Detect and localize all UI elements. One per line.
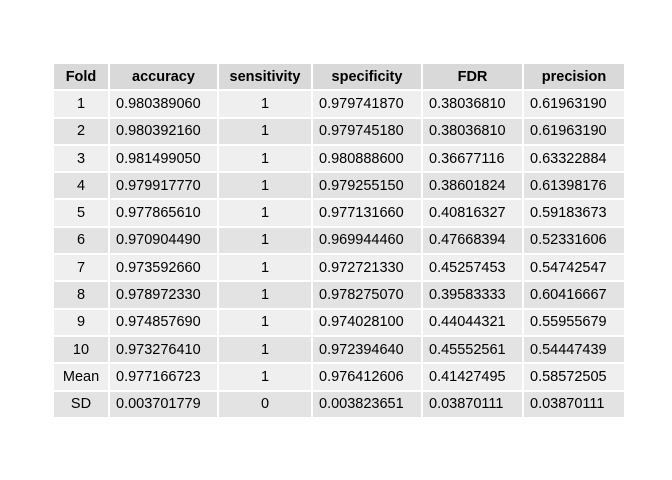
cell-specificity: 0.969944460 bbox=[313, 227, 421, 254]
cell-sensitivity: 1 bbox=[219, 282, 311, 308]
cell-precision: 0.61963190 bbox=[524, 118, 624, 144]
table-row: 4 0.979917770 1 0.979255150 0.38601824 0.6139… bbox=[54, 173, 624, 199]
cell-specificity: 0.977131660 bbox=[313, 200, 421, 226]
cell-accuracy: 0.978972330 bbox=[110, 282, 217, 308]
cell-specificity: 0.979255150 bbox=[313, 173, 421, 199]
cell-sensitivity: 1 bbox=[219, 91, 311, 117]
cell-fold: 2 bbox=[54, 118, 108, 144]
cell-specificity: 0.976412606 bbox=[313, 364, 421, 390]
cell-precision: 0.52331606 bbox=[524, 227, 624, 254]
header-row: Fold accuracy sensitivity specificity FDR pre… bbox=[54, 64, 624, 90]
cell-accuracy: 0.973276410 bbox=[110, 336, 217, 363]
cell-precision: 0.54742547 bbox=[524, 255, 624, 281]
column-header-specificity: specificity bbox=[313, 64, 421, 90]
cell-specificity: 0.979741870 bbox=[313, 91, 421, 117]
cell-precision: 0.54447439 bbox=[524, 336, 624, 363]
cell-fdr: 0.36677116 bbox=[423, 145, 522, 172]
column-header-fdr: FDR bbox=[423, 64, 522, 90]
cell-accuracy: 0.974857690 bbox=[110, 309, 217, 335]
cell-fold: SD bbox=[54, 391, 108, 417]
table-row: 9 0.974857690 1 0.974028100 0.44044321 0.5595… bbox=[54, 309, 624, 335]
cell-fdr: 0.47668394 bbox=[423, 227, 522, 254]
cell-fdr: 0.03870111 bbox=[423, 391, 522, 417]
cell-sensitivity: 1 bbox=[219, 118, 311, 144]
cell-accuracy: 0.980392160 bbox=[110, 118, 217, 144]
cell-fold: 6 bbox=[54, 227, 108, 254]
cell-fold: 3 bbox=[54, 145, 108, 172]
table-row: SD 0.003701779 0 0.003823651 0.03870111 0.038… bbox=[54, 391, 624, 417]
cell-accuracy: 0.970904490 bbox=[110, 227, 217, 254]
cell-precision: 0.60416667 bbox=[524, 282, 624, 308]
cell-precision: 0.03870111 bbox=[524, 391, 624, 417]
cell-sensitivity: 1 bbox=[219, 255, 311, 281]
cell-sensitivity: 1 bbox=[219, 173, 311, 199]
cell-fold: 5 bbox=[54, 200, 108, 226]
cell-fold: 9 bbox=[54, 309, 108, 335]
table-row: 10 0.973276410 1 0.972394640 0.45552561 0.544… bbox=[54, 336, 624, 363]
cell-sensitivity: 0 bbox=[219, 391, 311, 417]
cell-fdr: 0.44044321 bbox=[423, 309, 522, 335]
cell-specificity: 0.974028100 bbox=[313, 309, 421, 335]
cell-specificity: 0.003823651 bbox=[313, 391, 421, 417]
table-row: 6 0.970904490 1 0.969944460 0.47668394 0.5233… bbox=[54, 227, 624, 254]
cell-sensitivity: 1 bbox=[219, 200, 311, 226]
table-row: 8 0.978972330 1 0.978275070 0.39583333 0.6041… bbox=[54, 282, 624, 308]
cell-fdr: 0.41427495 bbox=[423, 364, 522, 390]
table-row: 1 0.980389060 1 0.979741870 0.38036810 0.6196… bbox=[54, 91, 624, 117]
cell-precision: 0.58572505 bbox=[524, 364, 624, 390]
cell-precision: 0.55955679 bbox=[524, 309, 624, 335]
cell-fdr: 0.38036810 bbox=[423, 118, 522, 144]
table-row: 3 0.981499050 1 0.980888600 0.36677116 0.6332… bbox=[54, 145, 624, 172]
cell-sensitivity: 1 bbox=[219, 309, 311, 335]
cell-precision: 0.61963190 bbox=[524, 91, 624, 117]
cell-fold: 1 bbox=[54, 91, 108, 117]
cell-accuracy: 0.003701779 bbox=[110, 391, 217, 417]
cell-fdr: 0.38036810 bbox=[423, 91, 522, 117]
table-row: Mean 0.977166723 1 0.976412606 0.41427495 0.5… bbox=[54, 364, 624, 390]
cell-fdr: 0.45257453 bbox=[423, 255, 522, 281]
cell-accuracy: 0.981499050 bbox=[110, 145, 217, 172]
table-body: 1 0.980389060 1 0.979741870 0.38036810 0.6196… bbox=[54, 91, 624, 417]
column-header-fold: Fold bbox=[54, 64, 108, 90]
cell-sensitivity: 1 bbox=[219, 364, 311, 390]
cell-sensitivity: 1 bbox=[219, 336, 311, 363]
cell-specificity: 0.972394640 bbox=[313, 336, 421, 363]
cell-precision: 0.59183673 bbox=[524, 200, 624, 226]
table-row: 5 0.977865610 1 0.977131660 0.40816327 0.5918… bbox=[54, 200, 624, 226]
cell-fdr: 0.39583333 bbox=[423, 282, 522, 308]
cell-specificity: 0.978275070 bbox=[313, 282, 421, 308]
cell-accuracy: 0.973592660 bbox=[110, 255, 217, 281]
cell-fdr: 0.45552561 bbox=[423, 336, 522, 363]
column-header-sensitivity: sensitivity bbox=[219, 64, 311, 90]
table-row: 7 0.973592660 1 0.972721330 0.45257453 0.5474… bbox=[54, 255, 624, 281]
cell-fold: 10 bbox=[54, 336, 108, 363]
column-header-precision: precision bbox=[524, 64, 624, 90]
cell-fold: 4 bbox=[54, 173, 108, 199]
cell-fdr: 0.38601824 bbox=[423, 173, 522, 199]
cell-fold: 7 bbox=[54, 255, 108, 281]
cell-accuracy: 0.977166723 bbox=[110, 364, 217, 390]
cell-accuracy: 0.977865610 bbox=[110, 200, 217, 226]
cell-sensitivity: 1 bbox=[219, 227, 311, 254]
cell-specificity: 0.979745180 bbox=[313, 118, 421, 144]
results-table: Fold accuracy sensitivity specificity FDR pre… bbox=[52, 62, 626, 419]
cell-sensitivity: 1 bbox=[219, 145, 311, 172]
column-header-accuracy: accuracy bbox=[110, 64, 217, 90]
cell-precision: 0.61398176 bbox=[524, 173, 624, 199]
cell-specificity: 0.980888600 bbox=[313, 145, 421, 172]
cell-specificity: 0.972721330 bbox=[313, 255, 421, 281]
table-row: 2 0.980392160 1 0.979745180 0.38036810 0.6196… bbox=[54, 118, 624, 144]
cell-fdr: 0.40816327 bbox=[423, 200, 522, 226]
cell-fold: Mean bbox=[54, 364, 108, 390]
cell-fold: 8 bbox=[54, 282, 108, 308]
cell-precision: 0.63322884 bbox=[524, 145, 624, 172]
cell-accuracy: 0.979917770 bbox=[110, 173, 217, 199]
cell-accuracy: 0.980389060 bbox=[110, 91, 217, 117]
